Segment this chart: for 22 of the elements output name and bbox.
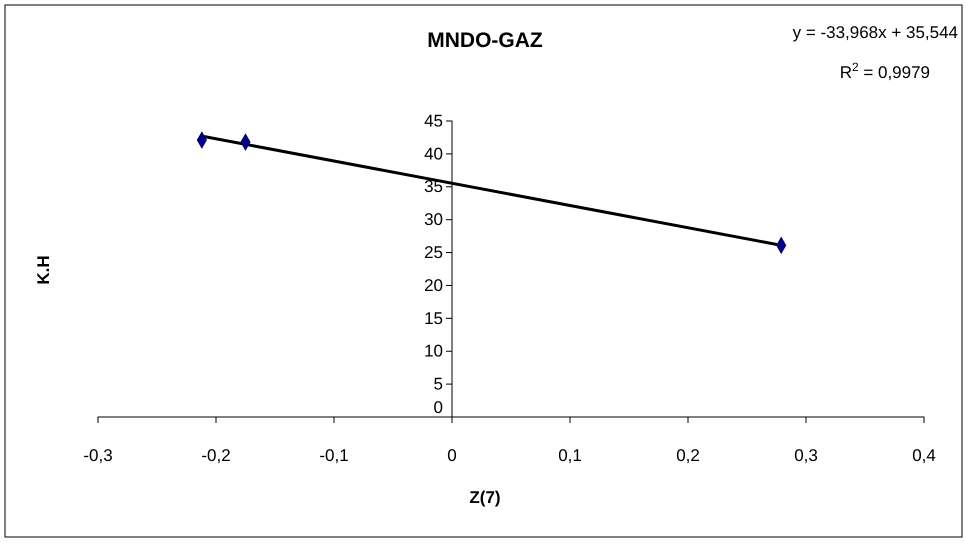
x-tick-label: 0,3 (794, 446, 818, 466)
y-tick-label: 25 (424, 242, 443, 262)
x-tick-label: 0,1 (558, 446, 582, 466)
chart-title: MNDO-GAZ (427, 29, 543, 52)
text: y = -33,968x + 35,544 (792, 23, 958, 42)
x-tick-label: 0,4 (912, 446, 936, 466)
y-tick-label: 30 (424, 210, 443, 230)
x-tick-label: -0,3 (83, 446, 113, 466)
x-tick-label: -0,2 (201, 446, 231, 466)
y-axis-title: K.H (34, 255, 53, 285)
y-tick-label: 45 (424, 111, 443, 130)
y-tick-label: 20 (424, 276, 443, 295)
y-tick-label: 15 (424, 308, 443, 328)
x-tick-label: 0,2 (676, 446, 700, 466)
y-tick-label: 10 (424, 342, 443, 361)
y-tick-label: 0 (434, 398, 443, 417)
y-tick-label: 40 (424, 144, 443, 164)
x-tick-label: -0,1 (319, 446, 349, 466)
x-axis-title: Z(7) (469, 488, 501, 507)
x-tick-label: 0 (447, 446, 457, 466)
y-tick-label: 5 (434, 374, 443, 394)
text: R$^{2}$ = 0,9979 (840, 60, 930, 82)
